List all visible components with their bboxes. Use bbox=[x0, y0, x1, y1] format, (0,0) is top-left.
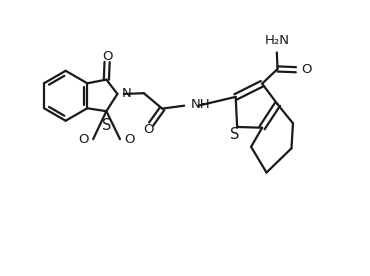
Text: S: S bbox=[102, 118, 112, 133]
Text: NH: NH bbox=[191, 98, 211, 111]
Text: N: N bbox=[122, 87, 132, 100]
Text: O: O bbox=[124, 133, 135, 146]
Text: H₂N: H₂N bbox=[264, 34, 289, 47]
Text: S: S bbox=[229, 127, 239, 142]
Text: O: O bbox=[302, 63, 312, 76]
Text: O: O bbox=[78, 133, 89, 146]
Text: O: O bbox=[143, 123, 154, 136]
Text: O: O bbox=[102, 50, 112, 63]
